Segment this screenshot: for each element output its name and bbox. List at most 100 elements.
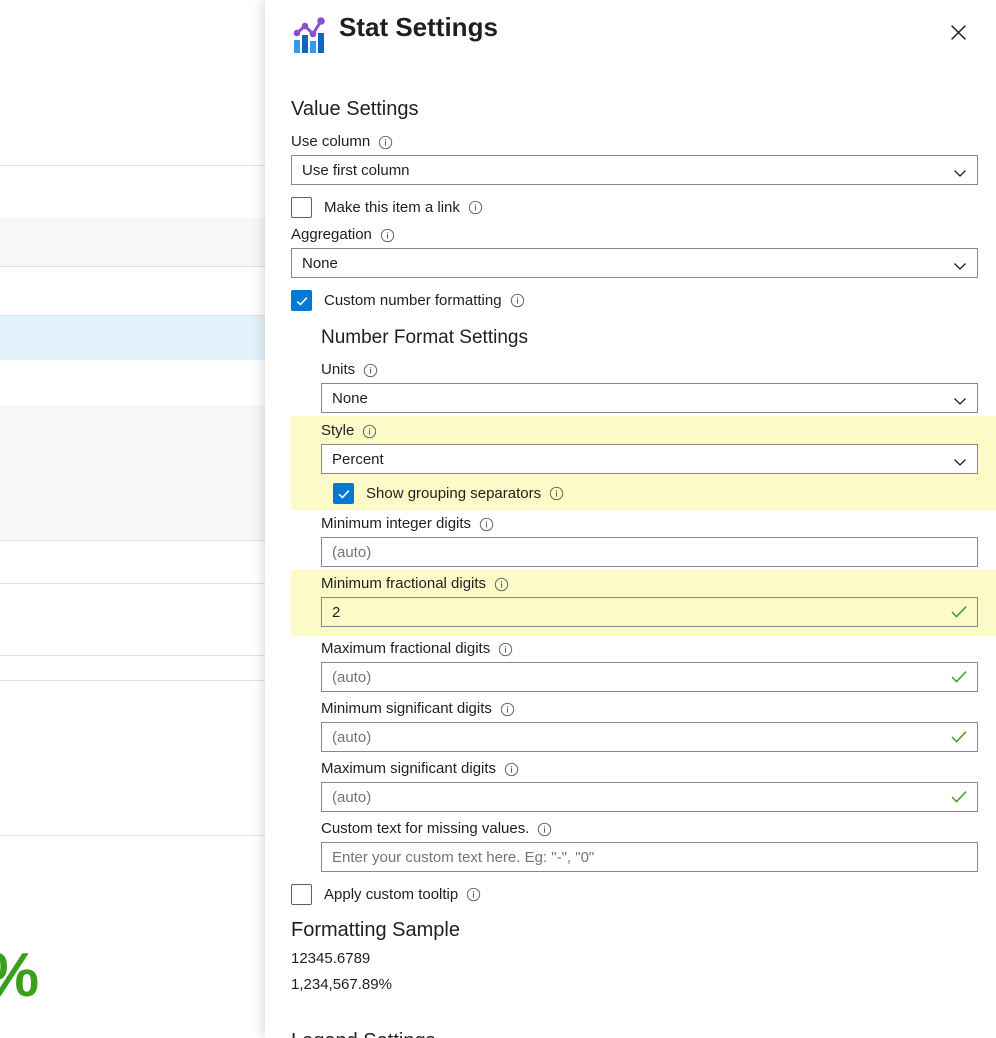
custom-number-formatting-label: Custom number formatting bbox=[324, 292, 525, 309]
chevron-down-icon bbox=[953, 393, 967, 405]
min-significant-digits-input[interactable]: (auto) bbox=[321, 722, 978, 752]
min-integer-digits-placeholder: (auto) bbox=[332, 543, 372, 561]
section-legend-settings-title: Legend Settings bbox=[291, 1030, 978, 1038]
aggregation-label: Aggregation bbox=[291, 224, 978, 248]
info-icon[interactable] bbox=[504, 762, 519, 777]
min-fractional-digits-input[interactable]: 2 bbox=[321, 597, 978, 627]
table-row[interactable] bbox=[0, 835, 270, 1038]
min-integer-digits-input[interactable]: (auto) bbox=[321, 537, 978, 567]
table-row[interactable] bbox=[0, 266, 270, 315]
max-fractional-digits-input[interactable]: (auto) bbox=[321, 662, 978, 692]
custom-missing-text-label: Custom text for missing values. bbox=[321, 815, 978, 842]
units-label-text: Units bbox=[321, 361, 356, 378]
formatting-sample-output: 1,234,567.89% bbox=[291, 976, 392, 993]
chevron-down-icon bbox=[953, 165, 967, 177]
use-column-label: Use column bbox=[291, 127, 978, 155]
make-link-checkbox[interactable] bbox=[291, 197, 312, 218]
info-icon[interactable] bbox=[510, 293, 525, 308]
custom-number-formatting-checkbox[interactable] bbox=[291, 290, 312, 311]
apply-custom-tooltip-checkbox[interactable] bbox=[291, 884, 312, 905]
info-icon[interactable] bbox=[494, 577, 509, 592]
panel-body: Value Settings Use column Use first colu… bbox=[265, 98, 996, 1038]
info-icon[interactable] bbox=[498, 642, 513, 657]
table-row[interactable] bbox=[0, 165, 270, 218]
show-grouping-separators-checkbox-row[interactable]: Show grouping separators bbox=[321, 477, 978, 505]
min-fractional-digits-label-text: Minimum fractional digits bbox=[321, 575, 487, 592]
info-icon[interactable] bbox=[363, 363, 378, 378]
style-highlight-group: Style Percent bbox=[291, 416, 996, 510]
apply-custom-tooltip-checkbox-row[interactable]: Apply custom tooltip bbox=[291, 875, 978, 907]
info-icon[interactable] bbox=[466, 887, 481, 902]
min-significant-digits-label-text: Minimum significant digits bbox=[321, 700, 492, 717]
units-value: None bbox=[332, 389, 368, 407]
spacer bbox=[291, 998, 978, 1012]
apply-custom-tooltip-label-text: Apply custom tooltip bbox=[324, 886, 459, 903]
max-significant-digits-placeholder: (auto) bbox=[332, 788, 372, 806]
make-link-checkbox-row[interactable]: Make this item a link bbox=[291, 188, 978, 224]
valid-check-icon bbox=[951, 606, 967, 619]
info-icon[interactable] bbox=[500, 702, 515, 717]
stat-settings-flyout: Stat Settings Value Settings Use column … bbox=[265, 0, 996, 1038]
section-value-settings-title: Value Settings bbox=[291, 98, 419, 120]
table-row[interactable] bbox=[0, 0, 270, 165]
style-label: Style bbox=[321, 420, 978, 444]
units-dropdown[interactable]: None bbox=[321, 383, 978, 413]
custom-missing-text-label-text: Custom text for missing values. bbox=[321, 820, 530, 837]
chevron-down-icon bbox=[953, 258, 967, 270]
min-fractional-digits-label: Minimum fractional digits bbox=[321, 573, 978, 597]
formatting-sample-input: 12345.6789 bbox=[291, 950, 371, 967]
info-icon[interactable] bbox=[537, 822, 552, 837]
info-icon[interactable] bbox=[378, 135, 393, 150]
min-significant-digits-label: Minimum significant digits bbox=[321, 695, 978, 722]
table-row[interactable] bbox=[0, 680, 270, 835]
section-number-format-title: Number Format Settings bbox=[321, 327, 528, 348]
custom-missing-text-input[interactable]: Enter your custom text here. Eg: "-", "0… bbox=[321, 842, 978, 872]
table-row[interactable] bbox=[0, 360, 270, 405]
min-fractional-digits-value: 2 bbox=[332, 603, 341, 621]
min-fractional-digits-highlight-group: Minimum fractional digits 2 bbox=[291, 570, 996, 636]
style-dropdown[interactable]: Percent bbox=[321, 444, 978, 474]
table-row[interactable] bbox=[0, 655, 270, 680]
info-icon[interactable] bbox=[549, 486, 564, 501]
table-row[interactable] bbox=[0, 540, 270, 583]
apply-custom-tooltip-label: Apply custom tooltip bbox=[324, 886, 481, 903]
max-fractional-digits-label: Maximum fractional digits bbox=[321, 636, 978, 662]
panel-header: Stat Settings bbox=[265, 0, 996, 72]
section-formatting-sample-title: Formatting Sample bbox=[291, 919, 460, 941]
custom-number-formatting-checkbox-row[interactable]: Custom number formatting bbox=[291, 281, 978, 313]
use-column-label-text: Use column bbox=[291, 133, 371, 150]
make-link-label: Make this item a link bbox=[324, 199, 483, 216]
custom-number-formatting-label-text: Custom number formatting bbox=[324, 292, 502, 309]
valid-check-icon bbox=[951, 791, 967, 804]
aggregation-dropdown[interactable]: None bbox=[291, 248, 978, 278]
max-significant-digits-input[interactable]: (auto) bbox=[321, 782, 978, 812]
number-format-settings-group: Number Format Settings Units None bbox=[291, 327, 996, 872]
percent-value-glyph: % bbox=[0, 945, 39, 1007]
info-icon[interactable] bbox=[380, 228, 395, 243]
use-column-dropdown[interactable]: Use first column bbox=[291, 155, 978, 185]
max-significant-digits-label: Maximum significant digits bbox=[321, 755, 978, 782]
use-column-value: Use first column bbox=[302, 161, 410, 179]
table-row[interactable] bbox=[0, 218, 270, 266]
min-integer-digits-label-text: Minimum integer digits bbox=[321, 515, 472, 532]
info-icon[interactable] bbox=[479, 517, 494, 532]
style-label-text: Style bbox=[321, 422, 355, 439]
table-row-selected[interactable] bbox=[0, 315, 270, 360]
close-icon[interactable] bbox=[940, 14, 976, 50]
show-grouping-separators-checkbox[interactable] bbox=[333, 483, 354, 504]
show-grouping-separators-label-text: Show grouping separators bbox=[366, 485, 542, 502]
custom-missing-text-placeholder: Enter your custom text here. Eg: "-", "0… bbox=[332, 848, 595, 866]
aggregation-label-text: Aggregation bbox=[291, 226, 372, 243]
aggregation-value: None bbox=[302, 254, 338, 272]
min-integer-digits-label: Minimum integer digits bbox=[321, 510, 978, 537]
info-icon[interactable] bbox=[468, 200, 483, 215]
table-row[interactable] bbox=[0, 405, 270, 540]
stat-chart-icon bbox=[291, 13, 331, 55]
info-icon[interactable] bbox=[362, 424, 377, 439]
valid-check-icon bbox=[951, 671, 967, 684]
style-value: Percent bbox=[332, 450, 384, 468]
max-significant-digits-label-text: Maximum significant digits bbox=[321, 760, 497, 777]
background-page: % bbox=[0, 0, 270, 1038]
make-link-label-text: Make this item a link bbox=[324, 199, 460, 216]
table-row[interactable] bbox=[0, 583, 270, 655]
